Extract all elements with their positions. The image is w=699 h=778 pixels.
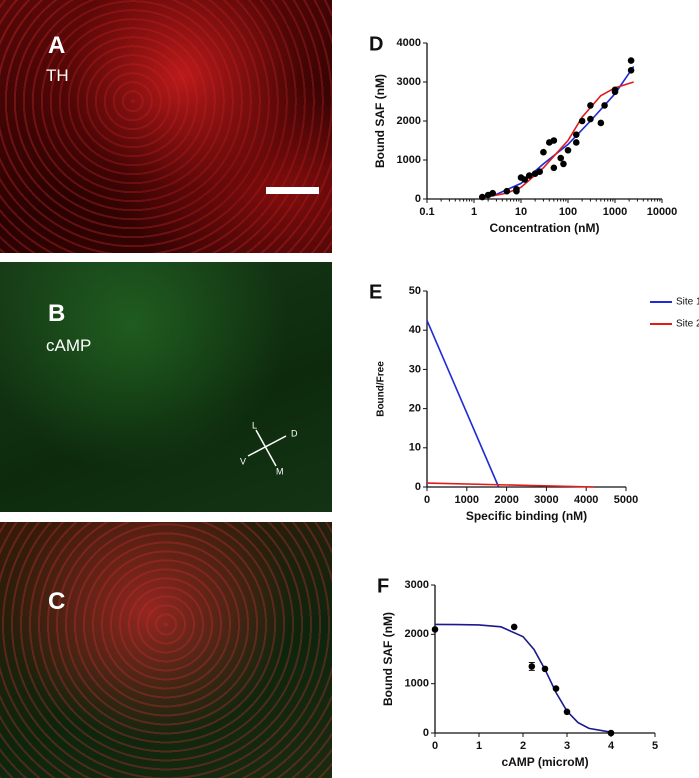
x-tick-label: 100 <box>559 206 577 218</box>
data-point <box>572 139 580 146</box>
y-axis-label: Bound SAF (nM) <box>373 74 387 168</box>
compass-label: D <box>291 428 298 438</box>
stain-label: cAMP <box>46 336 92 355</box>
micrograph-merge: C <box>0 522 332 778</box>
x-tick-label: 2000 <box>494 494 518 506</box>
data-point <box>536 168 544 175</box>
x-tick-label: 5000 <box>614 494 638 506</box>
x-axis-label: Concentration (nM) <box>490 221 600 235</box>
data-point <box>611 88 619 96</box>
fit-curve <box>482 65 635 198</box>
y-axis-label: Bound/Free <box>376 361 387 417</box>
compass: D L V M <box>240 420 298 476</box>
compass-arrow <box>255 429 277 467</box>
data-point <box>528 663 536 670</box>
data-point <box>513 187 520 195</box>
data-point <box>521 176 529 183</box>
y-tick-label: 50 <box>409 285 421 297</box>
y-tick-label: 40 <box>409 324 421 336</box>
y-tick-label: 2000 <box>405 628 429 640</box>
panel-label: D <box>369 33 383 55</box>
x-tick-label: 1 <box>471 206 477 218</box>
data-point <box>489 189 497 197</box>
compass-label: M <box>276 466 284 476</box>
x-tick-label: 3000 <box>534 494 558 506</box>
y-tick-label: 2000 <box>397 115 421 127</box>
y-tick-label: 1000 <box>397 154 421 166</box>
fit-curve <box>482 81 634 199</box>
x-tick-label: 4 <box>608 740 615 752</box>
x-tick-label: 3 <box>564 740 570 752</box>
y-tick-label: 3000 <box>405 579 429 591</box>
data-point <box>560 160 567 168</box>
x-tick-label: 5 <box>652 740 658 752</box>
y-tick-label: 20 <box>409 403 421 415</box>
x-axis-label: Specific binding (nM) <box>466 509 587 523</box>
x-tick-label: 2 <box>520 740 526 752</box>
panel-label: A <box>48 32 66 59</box>
y-tick-label: 0 <box>423 727 429 739</box>
micrograph-th: A TH <box>0 0 332 253</box>
data-point <box>578 117 586 125</box>
data-point <box>552 685 560 692</box>
series-line <box>426 320 500 488</box>
legend-label: Site 2 <box>676 319 699 330</box>
data-point <box>563 708 571 716</box>
y-tick-label: 0 <box>415 481 421 493</box>
panel-label: B <box>48 300 66 327</box>
y-tick-label: 10 <box>409 442 421 454</box>
data-point <box>525 172 533 179</box>
x-tick-label: 0 <box>432 740 438 752</box>
data-point <box>540 148 547 156</box>
data-point <box>550 137 558 144</box>
y-tick-label: 3000 <box>397 76 421 88</box>
x-tick-label: 4000 <box>574 494 598 506</box>
compass-label: L <box>252 420 257 430</box>
data-point <box>587 115 594 123</box>
compass-arrow <box>247 435 287 457</box>
data-point <box>607 729 615 737</box>
data-point <box>597 119 605 127</box>
data-point <box>431 626 439 633</box>
y-tick-label: 30 <box>409 363 421 375</box>
y-tick-label: 1000 <box>405 678 429 690</box>
data-point <box>572 131 580 138</box>
y-axis-label: Bound SAF (nM) <box>381 612 395 706</box>
x-tick-label: 1 <box>476 740 482 752</box>
data-point <box>587 102 594 109</box>
legend-label: Site 1 <box>676 297 699 308</box>
x-tick-label: 10 <box>515 206 527 218</box>
compass-label: V <box>240 456 246 466</box>
x-tick-label: 10000 <box>647 206 678 218</box>
data-point <box>503 187 511 195</box>
x-tick-label: 0.1 <box>419 206 434 218</box>
data-point <box>601 102 608 109</box>
data-point <box>541 665 549 673</box>
series-line <box>426 482 595 488</box>
data-point <box>557 154 565 162</box>
y-tick-label: 0 <box>415 193 421 205</box>
panel-label: E <box>369 281 382 303</box>
scale-bar <box>266 187 319 194</box>
stain-label: TH <box>46 66 69 85</box>
fit-curve <box>434 623 612 733</box>
panel-label: C <box>48 588 66 615</box>
data-point <box>564 146 572 154</box>
data-point <box>478 193 486 201</box>
y-tick-label: 4000 <box>397 37 421 49</box>
x-tick-label: 1000 <box>455 494 479 506</box>
x-axis-label: cAMP (microM) <box>501 755 588 769</box>
micrograph-camp: B cAMP D L V M <box>0 262 332 512</box>
x-tick-label: 1000 <box>603 206 627 218</box>
data-point <box>510 623 518 631</box>
data-point <box>550 164 558 172</box>
data-point <box>627 57 635 64</box>
data-point <box>627 67 635 74</box>
x-tick-label: 0 <box>424 494 430 506</box>
panel-label: F <box>377 575 389 597</box>
